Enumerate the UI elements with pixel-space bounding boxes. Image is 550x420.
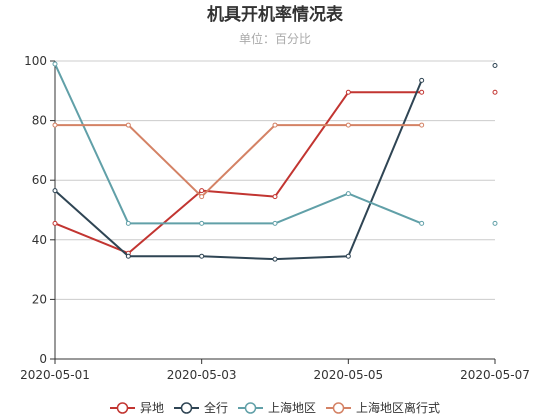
data-point bbox=[199, 220, 205, 226]
legend-label: 全行 bbox=[204, 400, 228, 415]
series-1 bbox=[52, 62, 498, 262]
series-line bbox=[55, 124, 422, 198]
data-point bbox=[419, 220, 425, 226]
data-point bbox=[125, 122, 131, 128]
legend-label: 上海地区 bbox=[268, 400, 316, 415]
legend-label: 异地 bbox=[140, 401, 164, 415]
legend-swatch-marker bbox=[244, 402, 257, 414]
series-line bbox=[54, 63, 423, 225]
data-point bbox=[492, 89, 498, 95]
series-2 bbox=[52, 61, 498, 226]
y-tick-label: 60 bbox=[32, 173, 47, 187]
chart-title: 机具开机率情况表 bbox=[207, 4, 344, 25]
data-point bbox=[419, 89, 425, 95]
series-layer bbox=[52, 61, 498, 262]
data-point bbox=[52, 188, 58, 194]
y-tick-label: 0 bbox=[39, 352, 47, 366]
data-point bbox=[272, 122, 278, 128]
data-point bbox=[345, 89, 351, 95]
legend-item[interactable]: 异地 bbox=[110, 401, 164, 415]
data-point bbox=[272, 256, 278, 262]
legend: 异地 全行 上海地区 上海地区离行式 bbox=[110, 400, 440, 415]
data-point bbox=[125, 220, 131, 226]
y-tick-label: 20 bbox=[32, 292, 47, 306]
data-point bbox=[345, 122, 351, 128]
data-point bbox=[52, 122, 58, 128]
legend-swatch-marker bbox=[116, 402, 129, 414]
legend-item[interactable]: 全行 bbox=[174, 400, 228, 415]
axes: 0 20 40 60 80 100 2020-05-01 2020-05-03 2020-05-… bbox=[20, 54, 530, 382]
data-point bbox=[419, 122, 425, 128]
y-tick-label: 100 bbox=[24, 54, 47, 68]
data-point bbox=[492, 62, 498, 68]
y-tick-label: 80 bbox=[32, 114, 47, 128]
data-point bbox=[125, 253, 131, 259]
x-tick-label: 2020-05-07 bbox=[460, 368, 530, 382]
data-point bbox=[272, 194, 278, 200]
series-line bbox=[54, 91, 422, 255]
grid-lines bbox=[55, 60, 495, 300]
legend-label: 上海地区离行式 bbox=[356, 400, 440, 415]
data-point bbox=[272, 220, 278, 226]
chart-subtitle: 单位：百分比 bbox=[239, 31, 311, 46]
x-tick-label: 2020-05-01 bbox=[20, 368, 90, 382]
legend-item[interactable]: 上海地区离行式 bbox=[326, 400, 440, 415]
data-point bbox=[199, 188, 205, 194]
series-0 bbox=[52, 89, 498, 256]
data-point bbox=[345, 191, 351, 197]
legend-swatch-marker bbox=[332, 402, 345, 414]
legend-swatch-marker bbox=[180, 402, 193, 414]
data-point bbox=[199, 194, 205, 200]
series-3 bbox=[52, 122, 425, 200]
data-point bbox=[492, 220, 498, 226]
series-line bbox=[54, 79, 423, 261]
y-tick-label: 40 bbox=[32, 233, 47, 247]
x-tick-label: 2020-05-05 bbox=[313, 368, 383, 382]
legend-item[interactable]: 上海地区 bbox=[238, 400, 316, 415]
data-point bbox=[419, 77, 425, 83]
data-point bbox=[52, 61, 58, 67]
data-point bbox=[199, 253, 205, 259]
data-point bbox=[52, 220, 58, 226]
data-point bbox=[345, 253, 351, 259]
x-tick-label: 2020-05-03 bbox=[167, 368, 237, 382]
